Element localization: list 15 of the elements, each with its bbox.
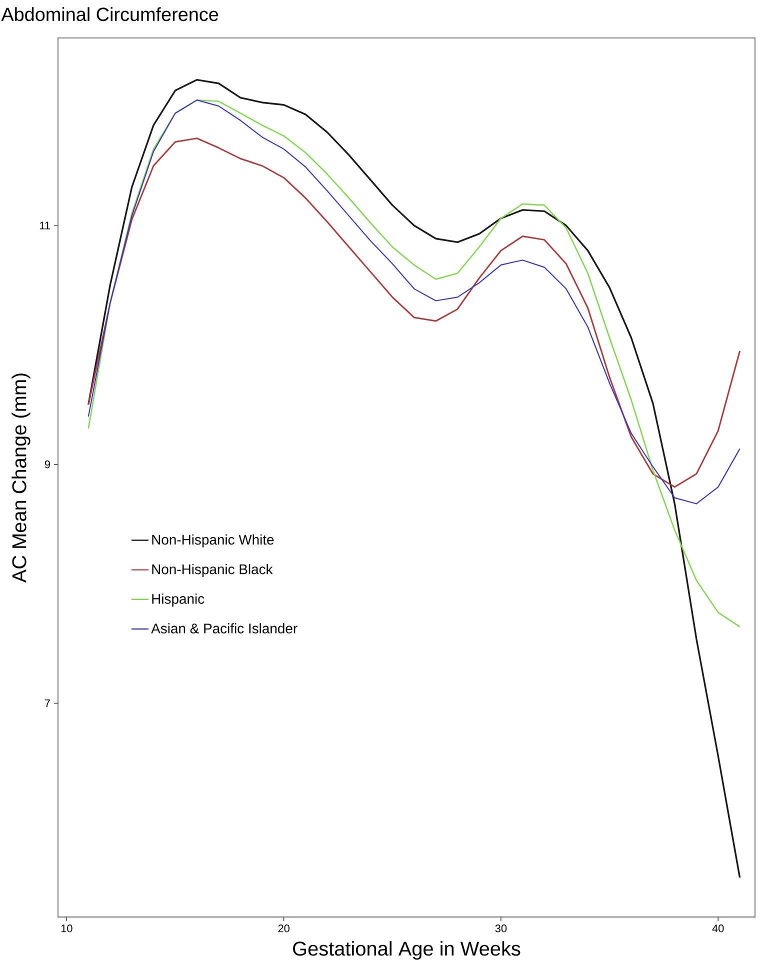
x-axis-title: Gestational Age in Weeks — [293, 941, 520, 960]
x-tick-label: 30 — [495, 924, 507, 932]
y-axis-title: AC Mean Change (mm) — [12, 374, 30, 583]
y-tick-label: 7 — [44, 699, 50, 707]
y-tick-label: 11 — [40, 222, 50, 230]
x-tick-label: 20 — [278, 924, 290, 932]
y-tick-label: 9 — [44, 460, 50, 468]
legend-label: Hispanic — [152, 594, 204, 607]
line-series — [88, 78, 741, 878]
x-tick-label: 40 — [712, 924, 724, 932]
legend-label: Non-Hispanic Black — [152, 564, 273, 577]
x-tick-label: 10 — [61, 924, 72, 932]
legend-label: Asian & Pacific Islander — [151, 623, 298, 634]
chart-title: Abdominal Circumference — [1, 7, 218, 22]
legend-label: Non-Hispanic White — [152, 534, 274, 548]
